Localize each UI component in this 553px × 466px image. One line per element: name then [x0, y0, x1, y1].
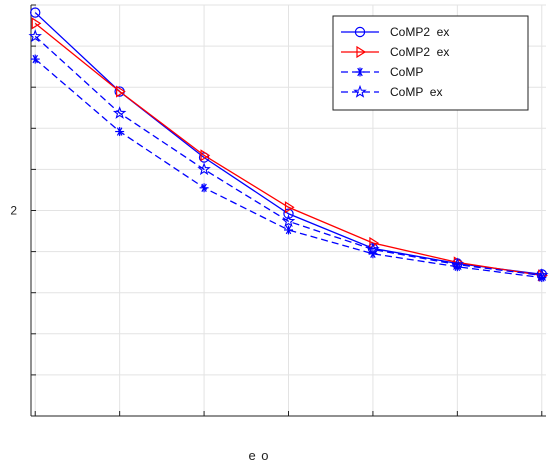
data-point	[30, 7, 41, 18]
data-point	[30, 54, 40, 64]
data-point	[366, 242, 380, 256]
legend-marker	[355, 67, 365, 77]
legend: CoMP2 ex CoMP2 ex CoMP CoMP ex	[332, 15, 529, 111]
data-point	[116, 85, 126, 98]
legend-marker	[353, 84, 367, 98]
data-point	[535, 268, 549, 282]
data-point	[197, 162, 211, 176]
data-point	[199, 183, 209, 193]
legend-label: CoMP2 ex	[390, 45, 449, 59]
legend-entry: CoMP2 ex	[341, 25, 449, 39]
legend-label: CoMP ex	[390, 85, 442, 99]
data-point	[31, 17, 42, 30]
series-layer	[28, 7, 549, 283]
data-point	[28, 29, 42, 43]
series-4	[28, 29, 549, 282]
data-point	[200, 149, 211, 162]
legend-label: CoMP2 ex	[390, 25, 449, 39]
legend-marker	[354, 26, 366, 38]
data-point	[284, 225, 293, 235]
data-point	[115, 127, 125, 137]
x-axis-label: e o	[248, 448, 269, 463]
data-point	[284, 201, 295, 214]
legend-entry: CoMP2 ex	[341, 45, 449, 59]
data-point	[112, 106, 127, 119]
data-point	[281, 214, 296, 228]
data-point	[450, 257, 465, 271]
legend-marker	[356, 45, 367, 59]
axes: 2	[10, 4, 546, 417]
legend-label: CoMP	[390, 65, 423, 79]
legend-entry: CoMP ex	[341, 84, 442, 99]
series-line	[34, 35, 542, 277]
data-point	[283, 208, 294, 219]
y-tick-label: 2	[10, 204, 17, 218]
legend-entry: CoMP	[341, 65, 423, 79]
